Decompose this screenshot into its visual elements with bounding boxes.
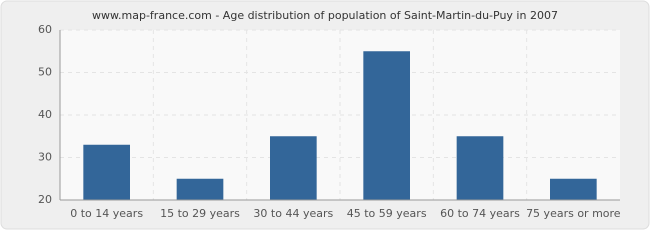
y-tick-label: 60 xyxy=(38,23,52,36)
x-tick-label: 45 to 59 years xyxy=(347,207,427,220)
bar xyxy=(176,178,224,200)
bar xyxy=(550,178,597,200)
chart: www.map-france.com - Age distribution of… xyxy=(0,0,650,230)
y-tick-label: 20 xyxy=(38,193,52,206)
y-tick-label: 30 xyxy=(38,151,52,164)
x-tick-label: 15 to 29 years xyxy=(160,207,240,220)
y-tick-label: 50 xyxy=(38,66,52,79)
bar xyxy=(83,144,130,200)
chart-title: www.map-france.com - Age distribution of… xyxy=(92,9,558,22)
bar xyxy=(456,136,504,200)
x-tick-label: 75 years or more xyxy=(526,207,621,220)
y-tick-label: 40 xyxy=(38,108,52,121)
x-tick-label: 60 to 74 years xyxy=(440,207,520,220)
bar xyxy=(363,51,410,200)
x-tick-label: 30 to 44 years xyxy=(253,207,333,220)
x-tick-label: 0 to 14 years xyxy=(70,207,143,220)
bar xyxy=(270,136,317,200)
